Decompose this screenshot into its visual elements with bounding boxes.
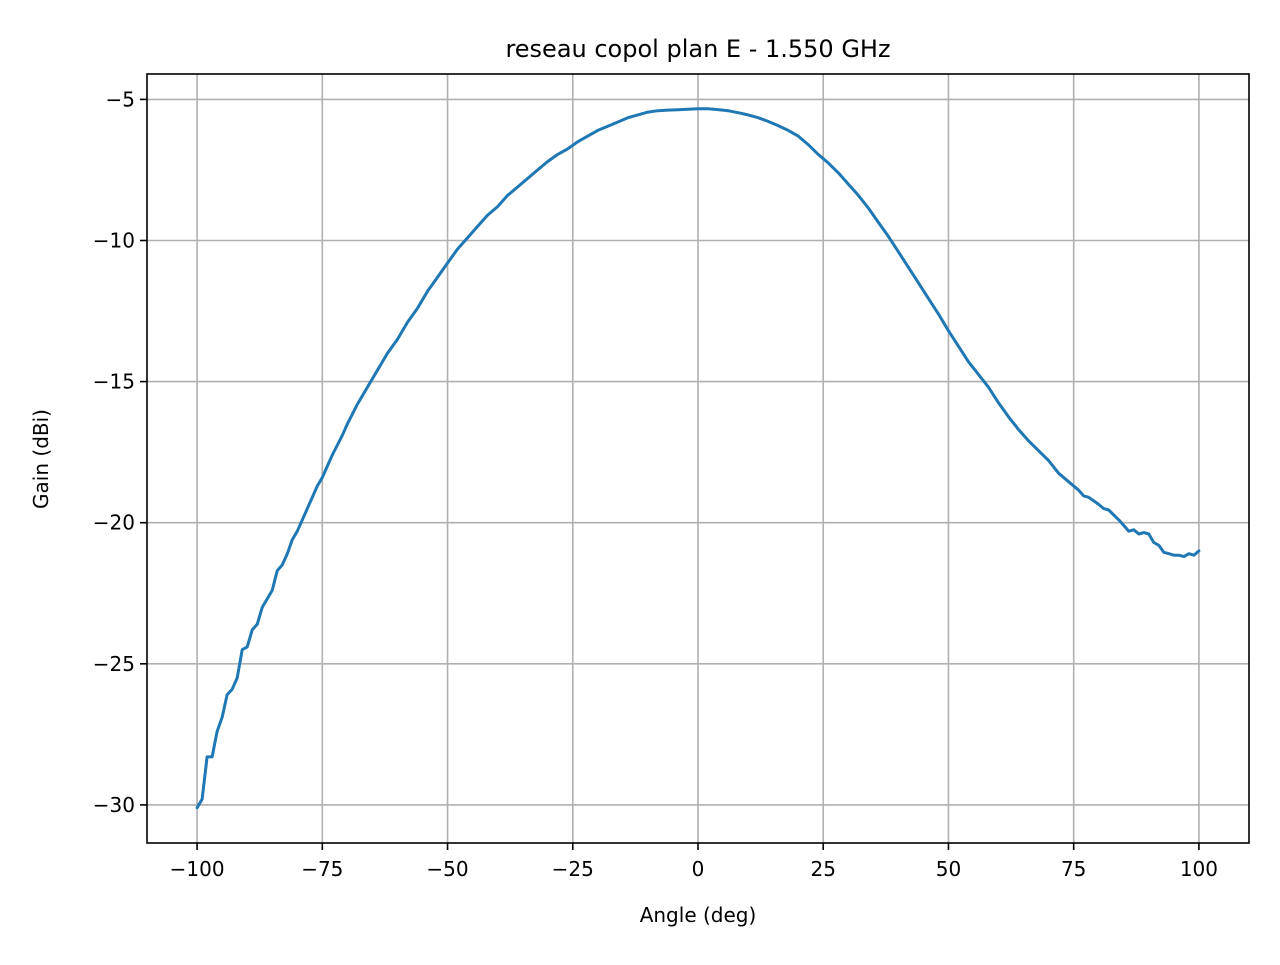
series-layer: [195, 107, 1201, 810]
grid-lines: [147, 74, 1249, 843]
y-tick-label: −20: [93, 511, 135, 535]
x-tick-label: 100: [1180, 857, 1218, 881]
y-axis-ticks: −30 −25 −20 −15 −10 −5: [93, 87, 147, 817]
x-tick-label: 0: [692, 857, 705, 881]
y-tick-label: −30: [93, 793, 135, 817]
x-tick-label: 75: [1061, 857, 1086, 881]
y-axis-label: Gain (dBi): [29, 409, 53, 509]
gain-series-line: [195, 107, 1201, 810]
x-tick-label: −50: [426, 857, 468, 881]
chart-title: reseau copol plan E - 1.550 GHz: [505, 35, 890, 63]
x-tick-label: −100: [170, 857, 225, 881]
x-tick-label: 25: [811, 857, 836, 881]
y-tick-label: −10: [93, 228, 135, 252]
y-tick-label: −5: [106, 87, 135, 111]
y-tick-label: −25: [93, 652, 135, 676]
x-axis-ticks: −100 −75 −50 −25 0 25 50 75 100: [170, 843, 1218, 881]
y-tick-label: −15: [93, 370, 135, 394]
x-axis-label: Angle (deg): [640, 903, 757, 927]
x-tick-label: 50: [936, 857, 961, 881]
x-tick-label: −25: [552, 857, 594, 881]
x-tick-label: −75: [301, 857, 343, 881]
